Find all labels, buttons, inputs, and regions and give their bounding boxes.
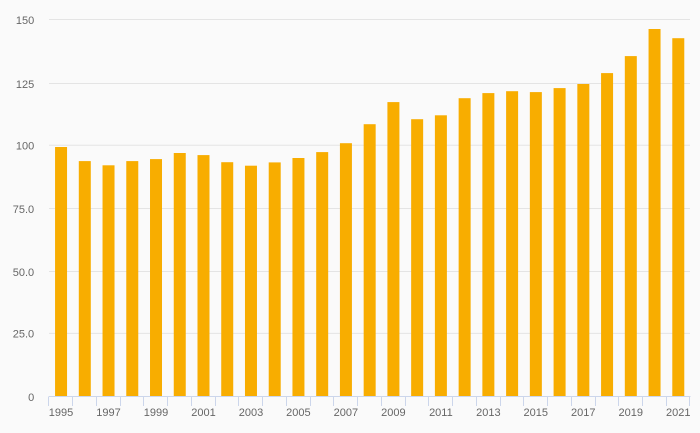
- svg-text:2019: 2019: [619, 407, 643, 419]
- svg-text:2011: 2011: [429, 407, 453, 419]
- svg-text:2005: 2005: [286, 407, 310, 419]
- svg-text:1997: 1997: [96, 407, 120, 419]
- svg-text:1995: 1995: [49, 407, 73, 419]
- svg-text:2017: 2017: [571, 407, 595, 419]
- svg-text:2007: 2007: [334, 407, 358, 419]
- svg-text:150: 150: [16, 15, 34, 27]
- svg-text:50.0: 50.0: [13, 267, 34, 279]
- svg-text:100: 100: [16, 141, 34, 153]
- svg-text:75.0: 75.0: [13, 204, 34, 216]
- svg-text:1999: 1999: [144, 407, 168, 419]
- svg-text:2009: 2009: [381, 407, 405, 419]
- svg-text:2021: 2021: [666, 407, 690, 419]
- svg-text:2001: 2001: [191, 407, 215, 419]
- svg-text:25.0: 25.0: [13, 329, 34, 341]
- svg-text:0: 0: [28, 392, 34, 404]
- svg-text:2013: 2013: [476, 407, 500, 419]
- svg-text:2015: 2015: [524, 407, 548, 419]
- svg-text:125: 125: [16, 79, 34, 91]
- svg-text:2003: 2003: [239, 407, 263, 419]
